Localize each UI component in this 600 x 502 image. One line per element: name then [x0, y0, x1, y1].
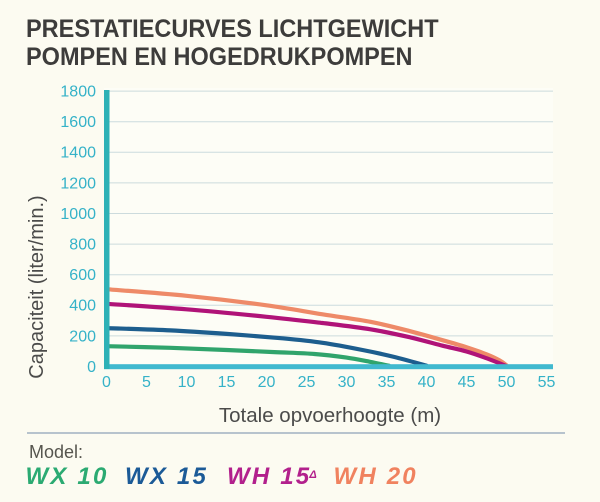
svg-text:1400: 1400 [60, 145, 96, 162]
svg-text:0: 0 [87, 359, 96, 376]
svg-text:30: 30 [338, 374, 356, 391]
svg-text:Totale opvoerhoogte (m): Totale opvoerhoogte (m) [219, 404, 441, 427]
svg-text:15: 15 [218, 374, 236, 391]
svg-text:Capaciteit (liter/min.): Capaciteit (liter/min.) [26, 195, 48, 378]
svg-text:5: 5 [142, 374, 151, 391]
svg-text:800: 800 [69, 237, 96, 254]
svg-text:50: 50 [498, 374, 516, 391]
svg-text:0: 0 [102, 374, 111, 391]
svg-text:600: 600 [69, 267, 96, 284]
svg-text:20: 20 [258, 374, 276, 391]
svg-text:45: 45 [458, 374, 476, 391]
svg-text:1200: 1200 [60, 175, 96, 192]
svg-text:40: 40 [418, 374, 436, 391]
svg-text:200: 200 [69, 328, 96, 345]
svg-text:1600: 1600 [60, 114, 96, 131]
svg-text:1800: 1800 [60, 84, 96, 101]
svg-text:25: 25 [298, 374, 316, 391]
svg-text:400: 400 [69, 298, 96, 315]
svg-text:55: 55 [538, 374, 556, 391]
svg-text:35: 35 [378, 374, 396, 391]
svg-text:1000: 1000 [60, 206, 96, 223]
svg-text:10: 10 [178, 374, 196, 391]
